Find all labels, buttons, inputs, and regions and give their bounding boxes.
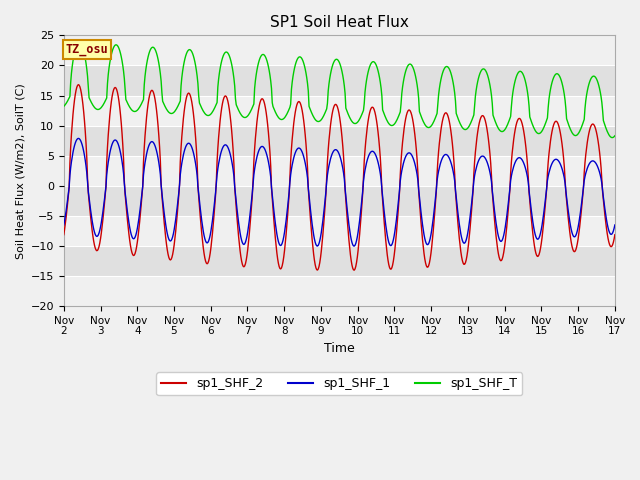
Bar bbox=[64, 246, 615, 276]
Bar bbox=[64, 126, 615, 156]
Bar bbox=[64, 276, 615, 306]
Bar bbox=[64, 156, 615, 186]
Title: SP1 Soil Heat Flux: SP1 Soil Heat Flux bbox=[270, 15, 409, 30]
Legend: sp1_SHF_2, sp1_SHF_1, sp1_SHF_T: sp1_SHF_2, sp1_SHF_1, sp1_SHF_T bbox=[156, 372, 522, 396]
Bar bbox=[64, 216, 615, 246]
Text: TZ_osu: TZ_osu bbox=[66, 43, 108, 56]
Y-axis label: Soil Heat Flux (W/m2), SoilT (C): Soil Heat Flux (W/m2), SoilT (C) bbox=[15, 83, 25, 259]
X-axis label: Time: Time bbox=[324, 342, 355, 355]
Bar bbox=[64, 186, 615, 216]
Bar bbox=[64, 36, 615, 65]
Bar bbox=[64, 96, 615, 126]
Bar bbox=[64, 65, 615, 96]
